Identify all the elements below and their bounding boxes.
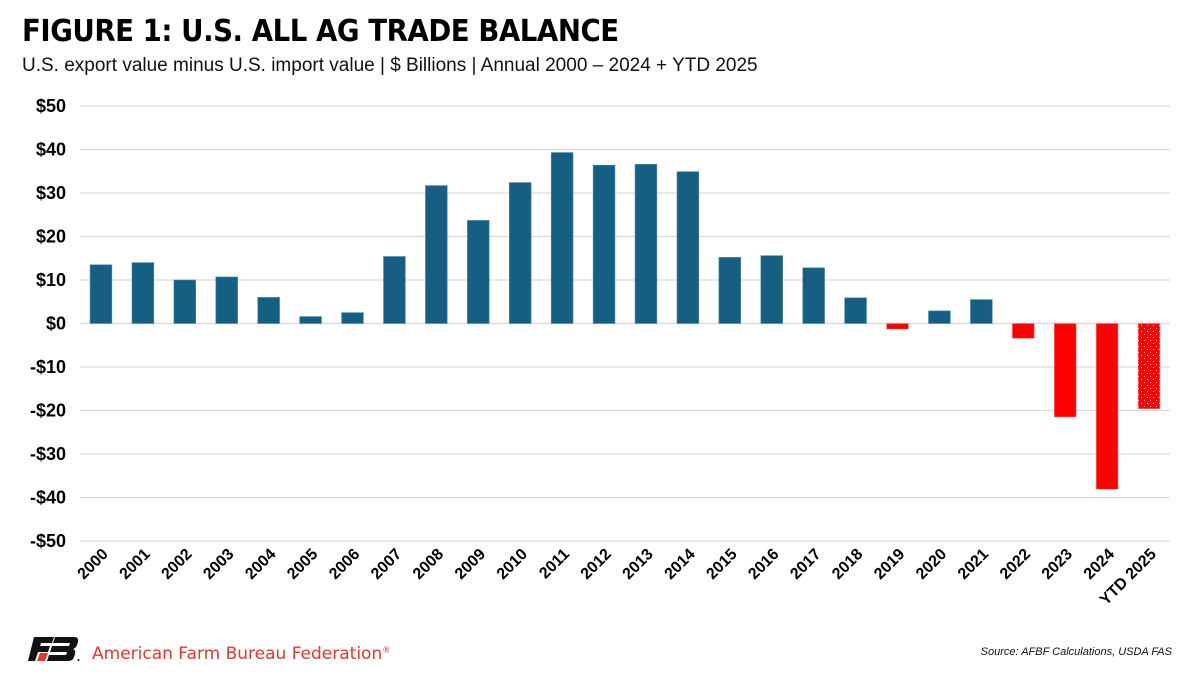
bar-2014	[676, 171, 700, 324]
x-tick-label: 2001	[117, 546, 154, 583]
y-tick-label: -$40	[30, 488, 66, 508]
x-tick-label: 2017	[787, 546, 824, 583]
x-tick-label: 2008	[410, 546, 447, 583]
bar-2023	[1053, 323, 1077, 418]
bar-2012	[592, 164, 616, 324]
bar-2009	[467, 220, 490, 324]
y-tick-label: -$50	[30, 531, 66, 551]
bar-2018	[844, 297, 867, 324]
x-tick-label: 2005	[284, 546, 321, 583]
x-axis: 2000 2001 2002 2003 2004 2005 2006 2007 2008 2009…	[75, 546, 1160, 609]
bar-2011	[550, 152, 574, 324]
x-tick-label: 2010	[494, 546, 531, 583]
bar-2017	[802, 267, 825, 324]
organization-label: American Farm Bureau Federation	[92, 644, 383, 664]
x-tick-label: 2012	[578, 546, 615, 583]
x-tick-label: 2013	[620, 546, 657, 583]
x-tick-label: 2000	[75, 546, 112, 583]
bar-2015	[718, 257, 742, 324]
y-tick-label: $0	[46, 314, 66, 334]
bar-2013	[634, 163, 658, 324]
x-tick-label: 2006	[326, 546, 363, 583]
y-tick-label: $40	[36, 140, 66, 160]
y-tick-label: $30	[36, 183, 66, 203]
x-tick-label: 2003	[200, 546, 237, 583]
bar-2000	[89, 264, 113, 324]
source-note: Source: AFBF Calculations, USDA FAS	[980, 646, 1172, 658]
chart-subtitle: U.S. export value minus U.S. import valu…	[22, 55, 758, 76]
bar-2016	[760, 255, 783, 324]
y-tick-label: -$20	[30, 401, 66, 421]
y-tick-label: $10	[36, 270, 66, 290]
y-tick-label: -$10	[30, 357, 66, 377]
x-tick-label: 2020	[913, 546, 950, 583]
x-tick-label: 2023	[1039, 546, 1076, 583]
afbf-fb-logo-icon	[28, 637, 80, 661]
bar-2002	[173, 279, 197, 324]
x-tick-label: 2018	[829, 546, 866, 583]
bar-2008	[425, 185, 448, 324]
organization-name: American Farm Bureau Federation®	[92, 644, 390, 664]
bar-2022	[1012, 323, 1035, 339]
x-tick-label: 2019	[871, 546, 908, 583]
x-tick-label: 2002	[158, 546, 195, 583]
x-tick-label: 2009	[452, 546, 489, 583]
bar-2006	[341, 312, 364, 324]
x-tick-label: 2021	[955, 546, 992, 583]
bar-2003	[215, 276, 238, 324]
bar-2004	[257, 297, 280, 324]
x-tick-label: 2007	[368, 546, 405, 583]
x-tick-label: 2011	[536, 546, 573, 583]
x-tick-label: 2016	[745, 546, 782, 583]
bar-2019	[886, 323, 909, 330]
x-tick-label: 2014	[662, 546, 699, 583]
y-axis: $50 $40 $30 $20 $10 $0 -$10 -$20 -$30 -$40 -$50	[30, 96, 66, 551]
y-tick-label: $50	[36, 96, 66, 116]
bar-2021	[970, 299, 993, 324]
bar-2001	[131, 262, 155, 324]
x-tick-label: 2015	[703, 546, 740, 583]
x-tick-label: 2024	[1081, 546, 1118, 583]
registered-mark: ®	[382, 645, 391, 655]
x-tick-label: 2022	[997, 546, 1034, 583]
bars	[89, 152, 1161, 490]
y-tick-label: $20	[36, 227, 66, 247]
bar-2024	[1095, 323, 1119, 490]
gridlines	[80, 105, 1170, 542]
bar-2007	[383, 256, 406, 324]
bar-2005	[299, 316, 322, 324]
bar-2020	[928, 310, 951, 324]
bar-2010	[508, 182, 532, 324]
bar-ytd-2025	[1137, 323, 1161, 410]
x-tick-label: 2004	[242, 546, 279, 583]
y-tick-label: -$30	[30, 444, 66, 464]
chart-title: FIGURE 1: U.S. ALL AG TRADE BALANCE	[22, 14, 619, 49]
